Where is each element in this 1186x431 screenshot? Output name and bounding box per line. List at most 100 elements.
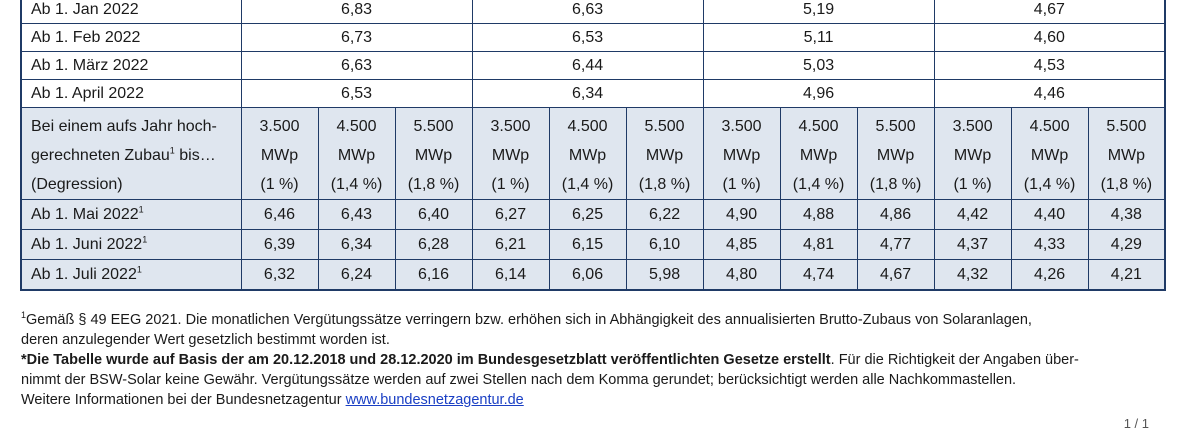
capacity-value: 5.500	[413, 118, 454, 135]
rate-cell: 6,32	[240, 259, 319, 291]
rate-cell: 6,63	[240, 51, 473, 80]
capacity-value: 3.500	[259, 118, 300, 135]
rate-cell: 4,96	[702, 79, 935, 108]
header-label-line1: Bei einem aufs Jahr hoch-	[31, 118, 217, 135]
rate-cell: 4,74	[779, 259, 858, 291]
capacity-unit: MWp	[568, 147, 607, 164]
rate-cell: 4,37	[933, 229, 1012, 260]
degression-value: (1 %)	[953, 176, 992, 193]
footnote-1-line2: deren anzulegender Wert gesetzlich besti…	[21, 332, 390, 348]
capacity-value: 3.500	[721, 118, 762, 135]
rate-cell: 6,15	[548, 229, 627, 260]
degression-value: (1,8 %)	[638, 176, 691, 193]
capacity-unit: MWp	[491, 147, 530, 164]
capacity-unit: MWp	[1107, 147, 1146, 164]
disclaimer-line2: nimmt der BSW-Solar keine Gewähr. Vergüt…	[21, 372, 1017, 388]
rate-cell: 4,88	[779, 199, 858, 230]
rate-cell: 6,21	[471, 229, 550, 260]
capacity-header-cell: 4.500 MWp (1,4 %)	[548, 107, 627, 200]
capacity-header-cell: 5.500 MWp (1,8 %)	[856, 107, 935, 200]
degression-value: (1,4 %)	[1023, 176, 1076, 193]
rate-cell: 4,32	[933, 259, 1012, 291]
rate-cell: 4,80	[702, 259, 781, 291]
rate-cell: 6,25	[548, 199, 627, 230]
rate-cell: 6,16	[394, 259, 473, 291]
degression-value: (1,4 %)	[792, 176, 845, 193]
rate-cell: 5,98	[625, 259, 704, 291]
capacity-value: 4.500	[567, 118, 608, 135]
rate-cell: 6,46	[240, 199, 319, 230]
capacity-header-cell: 5.500 MWp (1,8 %)	[1087, 107, 1166, 200]
rate-cell: 5,19	[702, 0, 935, 24]
row-label: Ab 1. April 2022	[20, 79, 242, 108]
feed-in-tariff-table: Ab 1. Jan 2022 6,83 6,63 5,19 4,67 Ab 1. Feb …	[20, 0, 1167, 291]
rate-cell: 6,28	[394, 229, 473, 260]
header-label-line2-text: gerechneten Zubau	[31, 147, 170, 164]
capacity-value: 5.500	[644, 118, 685, 135]
capacity-header-cell: 4.500 MWp (1,4 %)	[317, 107, 396, 200]
capacity-header-cell: 4.500 MWp (1,4 %)	[779, 107, 858, 200]
rate-cell: 5,11	[702, 23, 935, 52]
more-info-text: Weitere Informationen bei der Bundesnetz…	[21, 392, 346, 408]
rate-cell: 6,40	[394, 199, 473, 230]
rate-cell: 6,06	[548, 259, 627, 291]
row-label-text: Ab 1. Mai 2022	[31, 205, 139, 223]
rate-cell: 6,22	[625, 199, 704, 230]
footnote-1: 1Gemäß § 49 EEG 2021. Die monatlichen Ve…	[21, 310, 1161, 330]
degression-value: (1 %)	[722, 176, 761, 193]
monthly-row: Ab 1. Jan 2022 6,83 6,63 5,19 4,67	[20, 0, 1166, 24]
bundesnetzagentur-link[interactable]: www.bundesnetzagentur.de	[345, 392, 524, 408]
rate-cell: 6,53	[471, 23, 704, 52]
rate-cell: 6,39	[240, 229, 319, 260]
degression-value: (1,4 %)	[330, 176, 383, 193]
footnote-1-line1: Gemäß § 49 EEG 2021. Die monatlichen Ver…	[26, 312, 1032, 328]
footnote-ref: 1	[142, 234, 148, 245]
capacity-header-cell: 5.500 MWp (1,8 %)	[394, 107, 473, 200]
degression-value: (1 %)	[260, 176, 299, 193]
rate-cell: 6,73	[240, 23, 473, 52]
capacity-unit: MWp	[645, 147, 684, 164]
capacity-value: 5.500	[875, 118, 916, 135]
rate-cell: 6,53	[240, 79, 473, 108]
rate-cell: 6,83	[240, 0, 473, 24]
footnotes: 1Gemäß § 49 EEG 2021. Die monatlichen Ve…	[21, 310, 1161, 410]
disclaimer-bold: *Die Tabelle wurde auf Basis der am 20.1…	[21, 352, 831, 368]
monthly-row: Ab 1. Feb 2022 6,73 6,53 5,11 4,60	[20, 23, 1166, 52]
row-label-text: Ab 1. Juli 2022	[31, 265, 137, 283]
footnote-ref: 1	[138, 204, 144, 215]
capacity-unit: MWp	[414, 147, 453, 164]
rate-cell: 6,24	[317, 259, 396, 291]
capacity-unit: MWp	[799, 147, 838, 164]
degression-value: (1,4 %)	[561, 176, 614, 193]
rate-cell: 4,40	[1010, 199, 1089, 230]
degression-value: (1,8 %)	[407, 176, 460, 193]
monthly-row: Ab 1. April 2022 6,53 6,34 4,96 4,46	[20, 79, 1166, 108]
capacity-value: 3.500	[952, 118, 993, 135]
row-label-text: Ab 1. Juni 2022	[31, 235, 143, 253]
rate-cell: 4,81	[779, 229, 858, 260]
capacity-header-cell: 3.500 MWp (1 %)	[471, 107, 550, 200]
capacity-unit: MWp	[722, 147, 761, 164]
header-label-line3: (Degression)	[31, 176, 123, 193]
capacity-unit: MWp	[876, 147, 915, 164]
rate-cell: 6,10	[625, 229, 704, 260]
rate-cell: 6,14	[471, 259, 550, 291]
capacity-value: 4.500	[336, 118, 377, 135]
more-info: Weitere Informationen bei der Bundesnetz…	[21, 390, 1161, 410]
disclaimer-note: *Die Tabelle wurde auf Basis der am 20.1…	[21, 350, 1161, 370]
degression-row: Ab 1. Juli 20221 6,32 6,24 6,16 6,14 6,06 5,98…	[20, 259, 1166, 291]
capacity-header-cell: 3.500 MWp (1 %)	[933, 107, 1012, 200]
capacity-unit: MWp	[337, 147, 376, 164]
header-label-line2-suffix: bis…	[174, 147, 216, 164]
capacity-unit: MWp	[953, 147, 992, 164]
rate-cell: 6,44	[471, 51, 704, 80]
row-label: Ab 1. Jan 2022	[20, 0, 242, 24]
rate-cell: 4,67	[856, 259, 935, 291]
capacity-header-cell: 5.500 MWp (1,8 %)	[625, 107, 704, 200]
degression-row: Ab 1. Mai 20221 6,46 6,43 6,40 6,27 6,25 6,22 4…	[20, 199, 1166, 230]
rate-cell: 6,27	[471, 199, 550, 230]
degression-value: (1,8 %)	[1100, 176, 1153, 193]
row-label: Ab 1. Juni 20221	[20, 229, 242, 260]
capacity-header-cell: 3.500 MWp (1 %)	[702, 107, 781, 200]
capacity-header-cell: 4.500 MWp (1,4 %)	[1010, 107, 1089, 200]
